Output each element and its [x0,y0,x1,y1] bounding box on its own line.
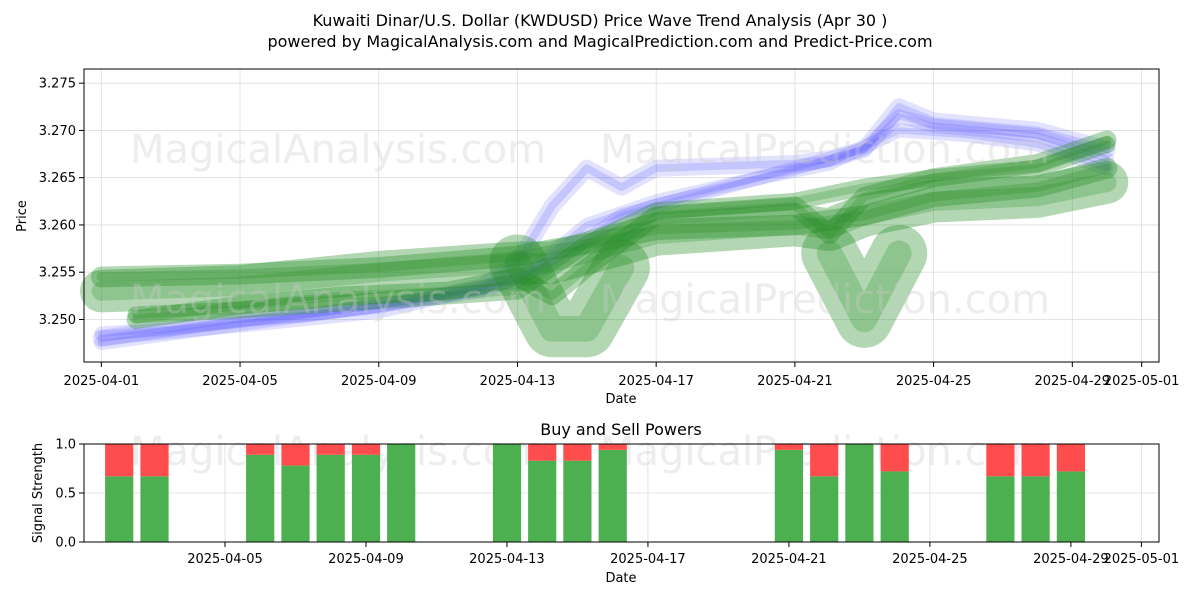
buy-bar [351,454,381,542]
sell-bar [774,444,803,450]
green-wave-band-3 [126,130,1117,329]
price-y-tick-label: 3.265 [39,171,76,186]
green-wave-core-5 [816,240,912,333]
sell-bar [810,444,839,477]
signal-panel-title: Buy and Sell Powers [540,420,702,439]
price-grid [84,69,1159,362]
sell-bar [1021,444,1050,477]
sell-bar [351,444,381,455]
green-wave-core-1 [91,172,1117,301]
signal-y-tick-label: 0.0 [55,536,76,551]
price-panel: MagicalAnalysis.com MagicalPrediction.co… [15,68,1180,407]
green-wave-band-5 [801,224,928,348]
price-x-tick-label: 2025-04-29 [1035,374,1111,389]
price-axis-ticks: 2025-04-01 2025-04-05 2025-04-09 2025-04-13… [39,77,1180,389]
sell-bar [880,444,909,472]
signal-x-tick-label: 2025-04-21 [751,552,827,567]
signal-y-tick-label: 1.0 [55,438,76,453]
buy-bar [528,460,557,542]
blue-wave-core-1 [98,113,1111,337]
green-wave-band-2 [127,136,1116,324]
green-wave-band-4 [489,234,650,358]
price-x-tick-label: 2025-04-01 [64,374,140,389]
sell-bar [105,444,134,477]
signal-x-tick-label: 2025-04-13 [469,552,545,567]
watermark-analysis-mid: MagicalAnalysis.com [130,277,546,323]
blue-wave-band-2 [94,123,1115,351]
sell-bar [246,444,275,455]
buy-bar [281,465,310,542]
sell-bar [281,444,310,466]
buy-bar [1021,476,1050,542]
price-y-tick-label: 3.250 [39,313,76,328]
buy-bar [774,449,803,542]
buy-bar [246,454,275,542]
price-y-tick-label: 3.260 [39,218,76,233]
signal-bars [105,444,1085,542]
signal-y-axis-label: Signal Strength [31,443,46,543]
price-x-tick-label: 2025-04-13 [480,374,556,389]
price-panel-background [84,69,1159,362]
sell-bar [140,444,169,477]
blue-wave-band-0 [92,98,1116,347]
chart-title-line2: powered by MagicalAnalysis.com and Magic… [267,32,932,51]
price-y-tick-label: 3.275 [39,77,76,92]
buy-bar [563,460,592,542]
buy-bar [598,449,627,542]
signal-x-tick-label: 2025-04-29 [1033,552,1109,567]
sell-bar [986,444,1015,477]
blue-wave-core-2 [98,127,1111,347]
signal-x-tick-label: 2025-04-25 [892,552,968,567]
sell-bar [563,444,592,461]
price-x-tick-label: 2025-05-01 [1104,374,1180,389]
green-wave-core-2 [132,140,1111,319]
buy-bar [105,476,134,542]
sell-bar [1056,444,1085,472]
sell-bar [316,444,345,455]
green-wave-core-3 [131,135,1112,324]
blue-wave-core-0 [97,102,1111,343]
buy-bar [845,444,874,542]
buy-bar [492,444,522,542]
signal-x-tick-label: 2025-04-17 [610,552,686,567]
buy-bar [1056,471,1085,542]
buy-bar [810,476,839,542]
buy-bar [387,444,416,542]
signal-panel: Buy and Sell Powers MagicalAnalysis.com … [31,420,1179,586]
green-wave-band-0 [90,157,1118,288]
chart-title-line1: Kuwaiti Dinar/U.S. Dollar (KWDUSD) Price… [313,11,888,30]
signal-x-tick-label: 2025-04-05 [187,552,263,567]
buy-bar [880,471,909,542]
price-x-tick-label: 2025-04-09 [341,374,417,389]
price-wave-bands [80,98,1129,358]
price-x-tick-label: 2025-04-17 [618,374,694,389]
watermark-analysis-top: MagicalAnalysis.com [130,127,546,173]
sell-bar [598,444,627,450]
buy-bar [316,454,345,542]
watermark-prediction-mid: MagicalPrediction.com [600,277,1050,323]
signal-x-tick-label: 2025-04-09 [328,552,404,567]
signal-x-tick-label: 2025-05-01 [1104,552,1180,567]
green-wave-band-1 [80,161,1129,313]
signal-x-axis-label: Date [605,571,636,586]
watermark-prediction-top: MagicalPrediction.com [600,127,1050,173]
price-y-tick-label: 3.255 [39,266,76,281]
sell-bar [528,444,557,461]
price-x-tick-label: 2025-04-05 [202,374,278,389]
signal-y-tick-label: 0.5 [55,487,76,502]
price-panel-frame [83,68,1160,363]
signal-axis-ticks: 2025-04-05 2025-04-09 2025-04-13 2025-04-17… [55,438,1179,568]
price-x-axis-label: Date [605,392,636,407]
buy-bar [986,476,1015,542]
price-y-tick-label: 3.270 [39,124,76,139]
green-wave-core-0 [96,163,1112,282]
buy-bar [140,476,169,542]
blue-wave-band-1 [94,109,1115,341]
price-x-tick-label: 2025-04-25 [896,374,972,389]
price-y-axis-label: Price [15,200,30,232]
green-wave-core-4 [504,250,635,342]
price-x-tick-label: 2025-04-21 [757,374,833,389]
